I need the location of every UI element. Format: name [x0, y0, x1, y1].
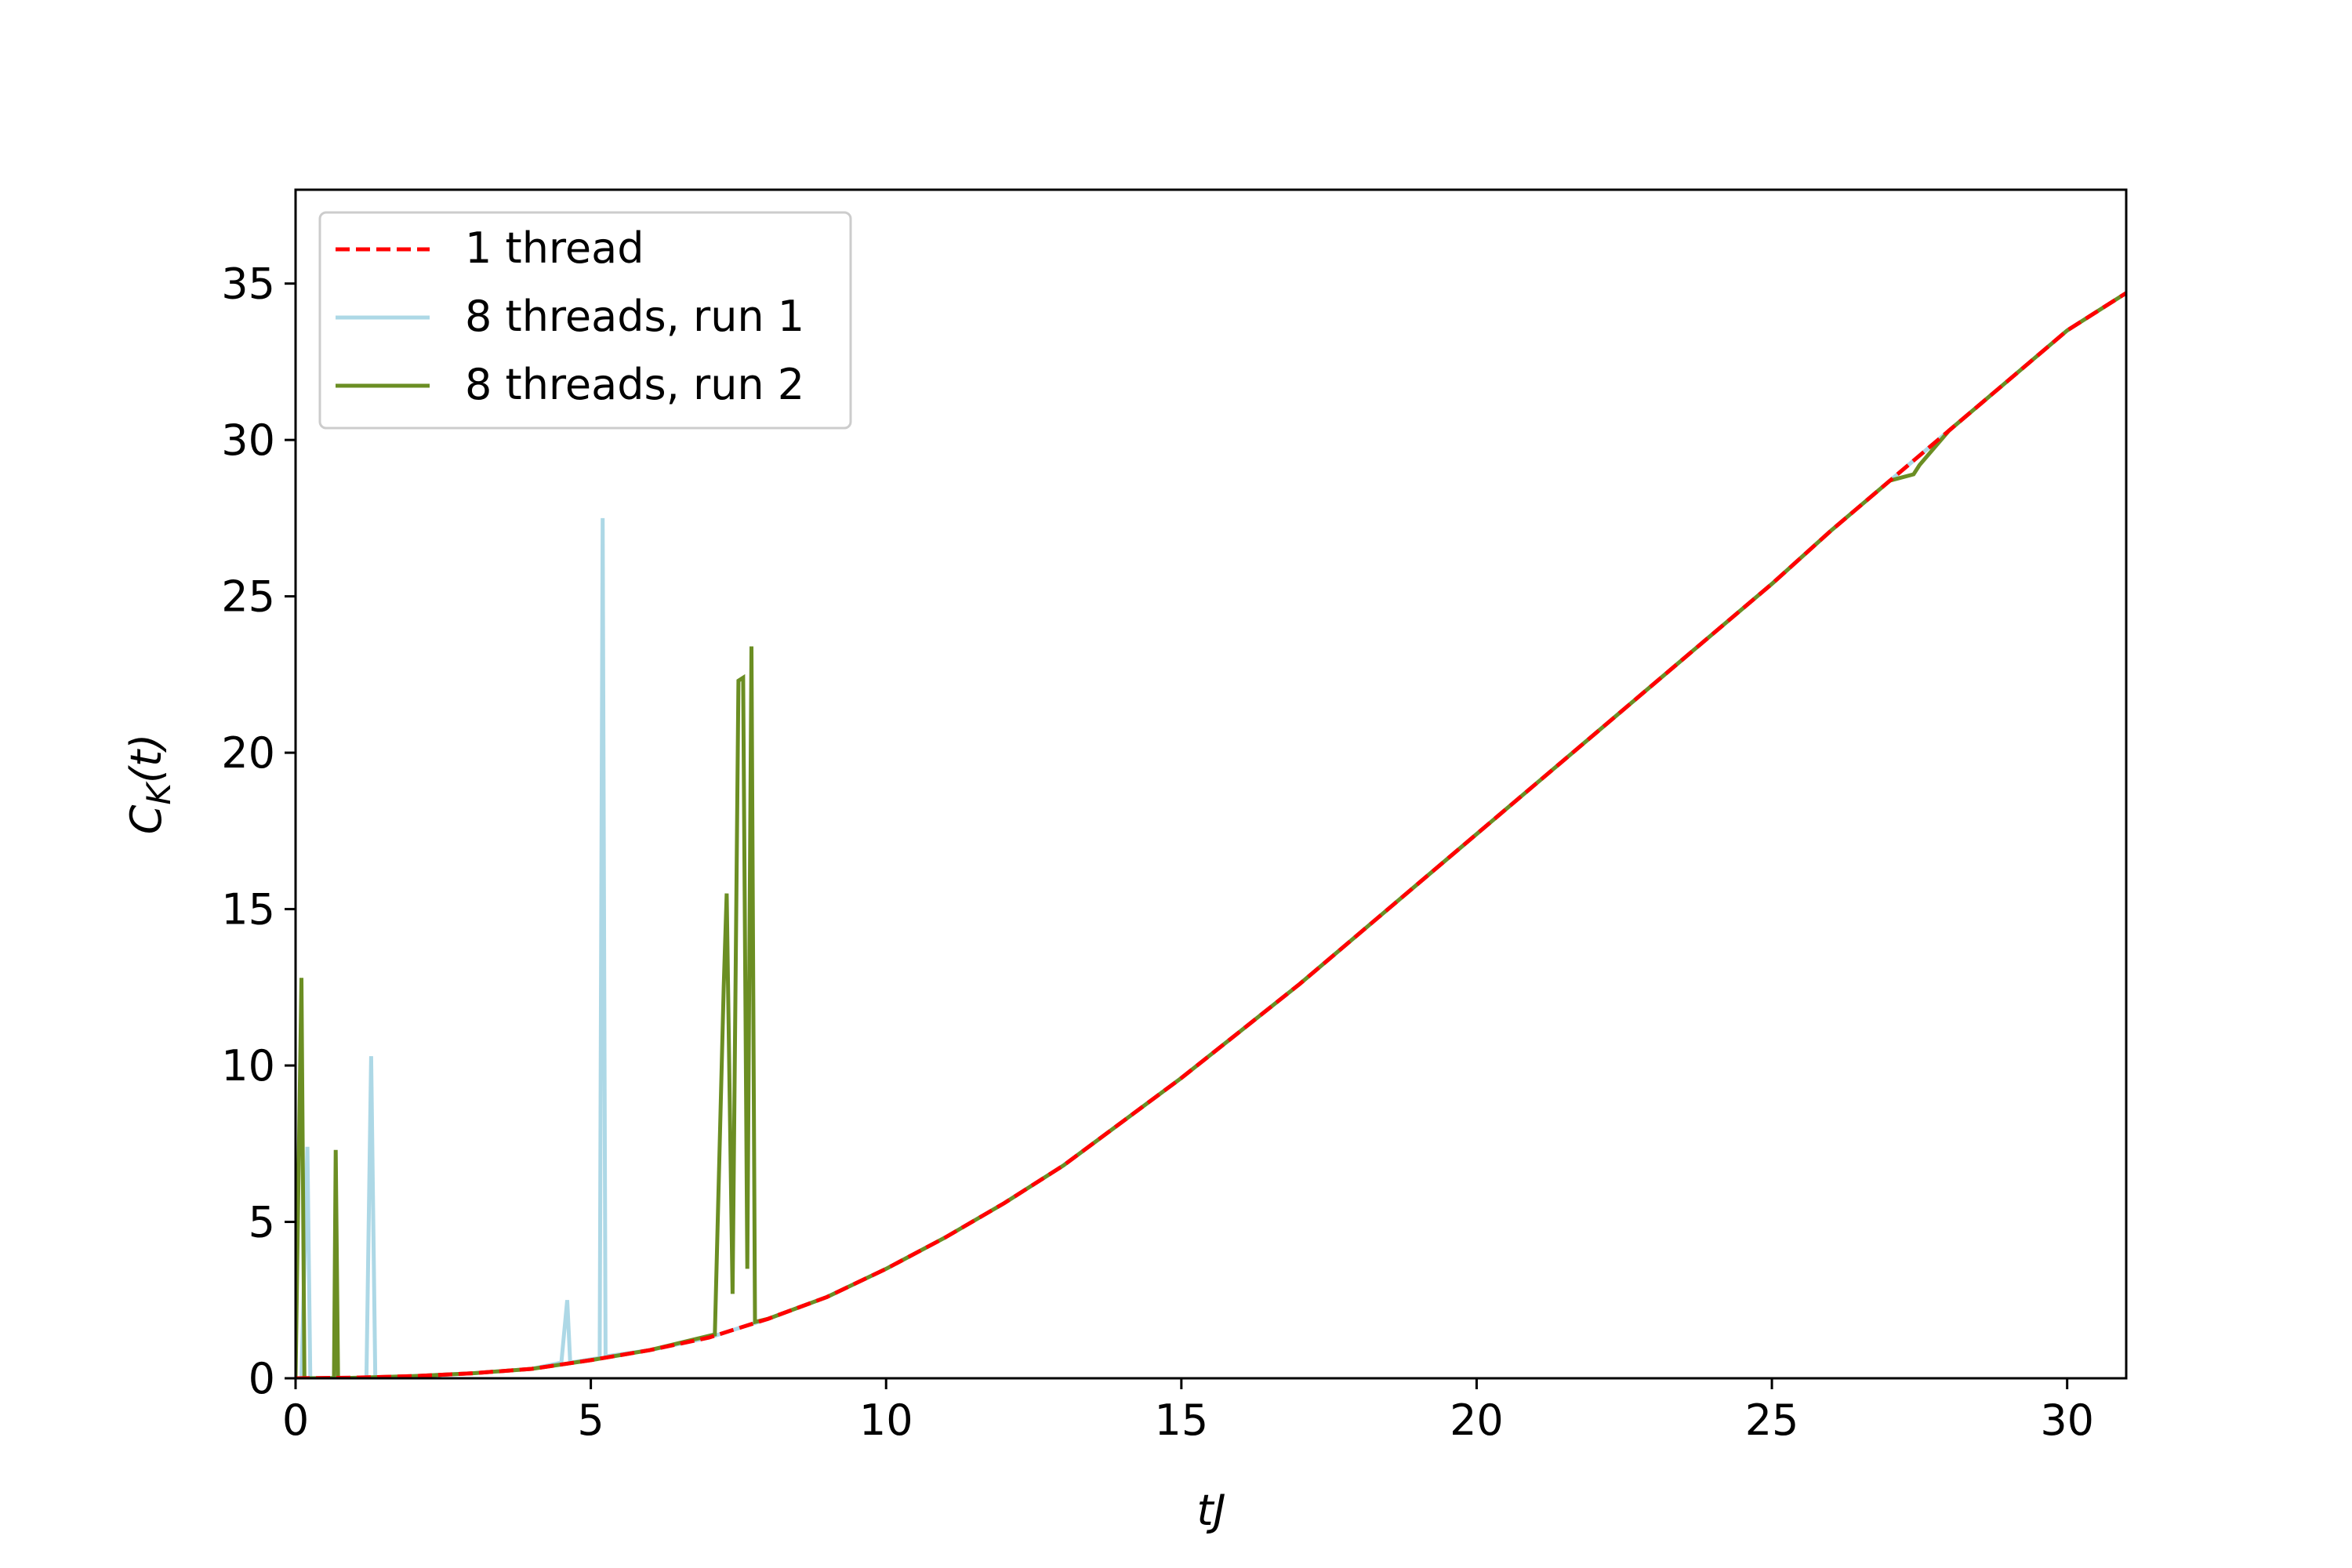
legend-label: 8 threads, run 1 [465, 292, 804, 341]
y-tick-label: 35 [221, 260, 275, 309]
y-tick-label: 20 [221, 728, 275, 778]
y-tick-label: 10 [221, 1041, 275, 1091]
y-axis-label: CK(t) [122, 734, 178, 835]
y-label-sub: K [140, 781, 178, 805]
legend-label: 1 thread [465, 223, 644, 273]
series-line [296, 291, 2126, 1378]
y-tick-label: 0 [249, 1354, 275, 1403]
x-tick-label: 15 [1154, 1396, 1208, 1445]
plot-frame [294, 188, 2128, 1380]
y-tick-label: 30 [221, 416, 275, 465]
series-line [296, 291, 2126, 1378]
legend-label: 8 threads, run 2 [465, 360, 804, 409]
y-tick-label: 25 [221, 572, 275, 622]
x-tick-label: 0 [282, 1396, 309, 1445]
series-line [296, 291, 2126, 1378]
x-tick-label: 5 [577, 1396, 604, 1445]
y-label-main: C [122, 804, 171, 834]
x-tick-label: 20 [1450, 1396, 1504, 1445]
x-axis-label: tJ [1196, 1486, 1225, 1535]
y-tick-label: 5 [249, 1198, 275, 1247]
y-tick-label: 15 [221, 885, 275, 935]
y-label-rest: (t) [122, 734, 171, 783]
x-tick-label: 30 [2040, 1396, 2094, 1445]
x-tick-label: 25 [1745, 1396, 1799, 1445]
legend-box [318, 211, 852, 430]
x-tick-label: 10 [859, 1396, 913, 1445]
